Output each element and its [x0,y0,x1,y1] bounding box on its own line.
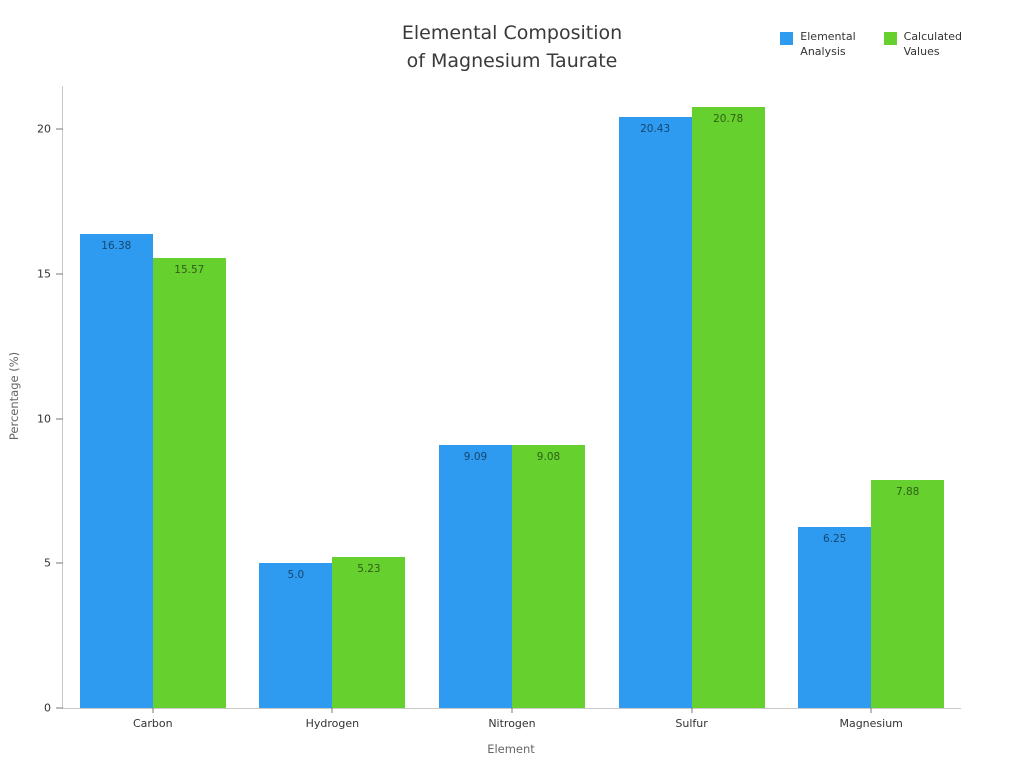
bar-sulfur-series1: 20.43 [618,116,692,708]
x-axis-label: Element [487,742,535,756]
chart-title: Elemental Composition of Magnesium Taura… [401,22,623,72]
bar-carbon-series1: 16.38 [79,234,153,708]
y-tick-label: 20 [37,122,51,136]
bar-value-label: 7.88 [895,486,920,499]
y-tick-mark [56,418,63,420]
legend-swatch-2 [883,32,897,45]
bar-value-label: 9.09 [463,451,488,464]
x-tick-mark [691,708,693,713]
legend-item-2: Calculated Values [883,30,962,60]
legend-swatch-1 [780,32,794,45]
x-category-label-nitrogen: Nitrogen [488,717,536,730]
legend-label-2: Calculated Values [903,30,962,58]
legend: Elemental Analysis Calculated Values [780,30,962,60]
y-tick-mark [56,707,63,709]
x-category-label-magnesium: Magnesium [839,717,903,730]
x-category-label-carbon: Carbon [132,717,173,730]
y-axis-label: Percentage (%) [7,351,21,441]
y-tick-mark [56,562,63,564]
x-tick-mark [870,708,872,713]
y-tick-mark [56,128,63,130]
bar-magnesium-series2: 7.88 [871,480,945,708]
bar-hydrogen-series2: 5.23 [332,556,406,708]
x-tick-mark [511,708,513,713]
bar-value-label: 6.25 [822,533,847,546]
bar-group-nitrogen: 9.09 9.08 [439,86,585,708]
bar-value-label: 20.78 [713,112,744,125]
bar-sulfur-series2: 20.78 [691,106,765,708]
y-tick-mark [56,273,63,275]
bar-value-label: 9.08 [536,451,561,464]
x-category-label-sulfur: Sulfur [675,717,708,730]
bar-value-label: 16.38 [101,240,132,253]
x-category-label-hydrogen: Hydrogen [305,717,360,730]
legend-label-1: Elemental Analysis [800,30,856,58]
bar-hydrogen-series1: 5.0 [259,563,333,708]
y-tick-label: 15 [37,267,51,281]
bar-group-hydrogen: 5.0 5.23 [259,86,406,708]
bar-nitrogen-series2: 9.08 [512,445,585,708]
bar-value-label: 20.43 [640,122,671,135]
y-tick-label: 5 [44,556,51,570]
bar-group-carbon: 16.38 15.57 [79,86,226,708]
bar-value-label: 5.23 [357,562,381,575]
bar-group-magnesium: 6.25 7.88 [798,86,945,708]
x-tick-mark [152,708,154,713]
plot-area: 0 5 10 15 20 16.38 15.57 Carbon 5.0 5.23 Hydrogen 9… [37,86,961,730]
y-tick-label: 0 [44,701,51,715]
bar-value-label: 5.0 [287,569,305,582]
bar-value-label: 15.57 [174,263,205,276]
x-tick-mark [331,708,333,713]
legend-item-1: Elemental Analysis [780,30,856,60]
bar-group-sulfur: 20.43 20.78 [618,86,765,708]
bar-magnesium-series1: 6.25 [798,527,872,708]
bar-carbon-series2: 15.57 [152,257,226,708]
bar-nitrogen-series1: 9.09 [439,445,512,708]
y-tick-label: 10 [37,412,51,426]
